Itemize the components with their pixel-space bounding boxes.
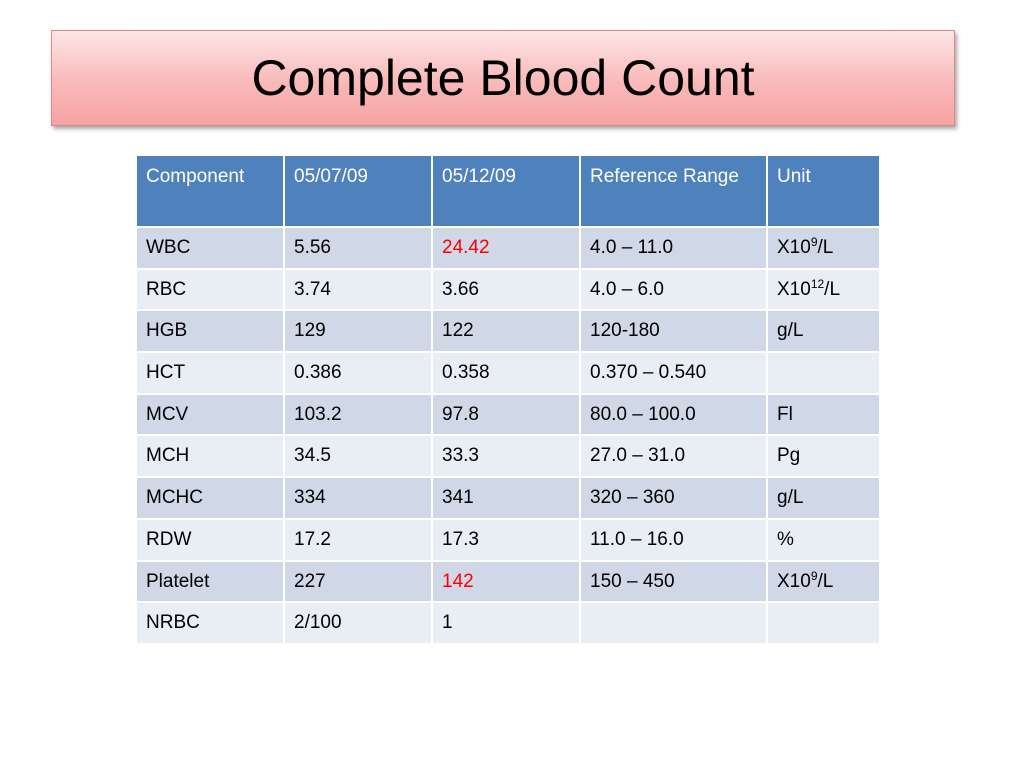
- slide-title: Complete Blood Count: [251, 50, 755, 106]
- cell-unit: [768, 353, 879, 395]
- header-date-2: 05/12/09: [433, 156, 581, 228]
- cell-value-date-1: 3.74: [285, 269, 433, 312]
- cell-value-date-2: 24.42: [433, 228, 581, 270]
- cell-value-date-1: 17.2: [285, 519, 433, 562]
- cell-value-date-2: 3.66: [433, 269, 581, 312]
- cbc-table: Component 05/07/09 05/12/09 Reference Ra…: [137, 156, 879, 645]
- cell-reference-range: 4.0 – 6.0: [581, 269, 768, 312]
- cell-unit: Fl: [768, 394, 879, 437]
- cell-unit: X1012/L: [768, 269, 879, 312]
- unit-suffix: /L: [824, 278, 841, 300]
- cell-component: MCH: [137, 436, 285, 479]
- unit-suffix: /L: [817, 570, 834, 592]
- cell-value-date-1: 5.56: [285, 228, 433, 270]
- cell-value-date-2: 97.8: [433, 394, 581, 437]
- cell-value-date-1: 2/100: [285, 603, 433, 645]
- table-row: Platelet 227 142 150 – 450 X109/L: [137, 561, 879, 604]
- title-banner: Complete Blood Count: [51, 30, 955, 126]
- cell-reference-range: [581, 603, 768, 645]
- cell-value-date-1: 0.386: [285, 353, 433, 395]
- table-row: HGB 129 122 120-180 g/L: [137, 311, 879, 354]
- cell-value-date-2: 0.358: [433, 353, 581, 395]
- cell-value-date-1: 227: [285, 561, 433, 604]
- cell-unit: g/L: [768, 311, 879, 354]
- cell-component: NRBC: [137, 603, 285, 645]
- cell-unit: Pg: [768, 436, 879, 479]
- unit-base: X10: [777, 237, 811, 258]
- unit-base: g/L: [777, 320, 804, 342]
- unit-base: g/L: [777, 487, 804, 509]
- cell-reference-range: 11.0 – 16.0: [581, 519, 768, 562]
- cell-reference-range: 4.0 – 11.0: [581, 228, 768, 270]
- table-row: RBC 3.74 3.66 4.0 – 6.0 X1012/L: [137, 269, 879, 312]
- unit-base: X10: [777, 570, 811, 592]
- cell-component: HGB: [137, 311, 285, 354]
- cell-value-date-2: 341: [433, 478, 581, 520]
- table-row: MCH 34.5 33.3 27.0 – 31.0 Pg: [137, 436, 879, 479]
- header-reference-range: Reference Range: [581, 156, 768, 228]
- cell-component: HCT: [137, 353, 285, 395]
- cell-reference-range: 80.0 – 100.0: [581, 394, 768, 437]
- cell-value-date-2: 1: [433, 603, 581, 645]
- cell-reference-range: 27.0 – 31.0: [581, 436, 768, 479]
- unit-base: Pg: [777, 445, 801, 467]
- unit-base: Fl: [777, 403, 793, 425]
- cell-value-date-1: 103.2: [285, 394, 433, 437]
- cell-value-date-2: 33.3: [433, 436, 581, 479]
- cell-value-date-1: 34.5: [285, 436, 433, 479]
- table-row: NRBC 2/100 1: [137, 603, 879, 645]
- cell-component: MCV: [137, 394, 285, 437]
- cell-component: Platelet: [137, 561, 285, 604]
- cell-component: RDW: [137, 519, 285, 562]
- unit-base: %: [777, 528, 794, 550]
- table-body: WBC 5.56 24.42 4.0 – 11.0 X109/L RBC 3.74 3.66 4…: [137, 228, 879, 645]
- header-date-1: 05/07/09: [285, 156, 433, 228]
- cell-component: MCHC: [137, 478, 285, 520]
- header-unit: Unit: [768, 156, 879, 228]
- table-row: MCV 103.2 97.8 80.0 – 100.0 Fl: [137, 394, 879, 437]
- cell-unit: g/L: [768, 478, 879, 520]
- cell-component: WBC: [137, 228, 285, 270]
- cell-value-date-1: 334: [285, 478, 433, 520]
- table-header-row: Component 05/07/09 05/12/09 Reference Ra…: [137, 156, 879, 228]
- cell-value-date-2: 142: [433, 561, 581, 604]
- header-component: Component: [137, 156, 285, 228]
- unit-base: X10: [777, 278, 811, 300]
- cell-unit: X109/L: [768, 561, 879, 604]
- cell-reference-range: 150 – 450: [581, 561, 768, 604]
- cell-value-date-2: 122: [433, 311, 581, 354]
- unit-exponent: 12: [810, 276, 825, 291]
- cell-reference-range: 320 – 360: [581, 478, 768, 520]
- table-row: MCHC 334 341 320 – 360 g/L: [137, 478, 879, 520]
- cell-value-date-1: 129: [285, 311, 433, 354]
- cell-unit: X109/L: [768, 228, 879, 270]
- unit-suffix: /L: [817, 237, 834, 258]
- cell-value-date-2: 17.3: [433, 519, 581, 562]
- table-row: RDW 17.2 17.3 11.0 – 16.0%: [137, 519, 879, 562]
- cell-reference-range: 0.370 – 0.540: [581, 353, 768, 395]
- table-row: WBC 5.56 24.42 4.0 – 11.0 X109/L: [137, 228, 879, 270]
- cell-unit: %: [768, 519, 879, 562]
- unit-exponent: 9: [810, 568, 818, 583]
- cell-component: RBC: [137, 269, 285, 312]
- table-row: HCT 0.386 0.358 0.370 – 0.540: [137, 353, 879, 395]
- cell-reference-range: 120-180: [581, 311, 768, 354]
- unit-exponent: 9: [810, 235, 818, 249]
- cell-unit: [768, 603, 879, 645]
